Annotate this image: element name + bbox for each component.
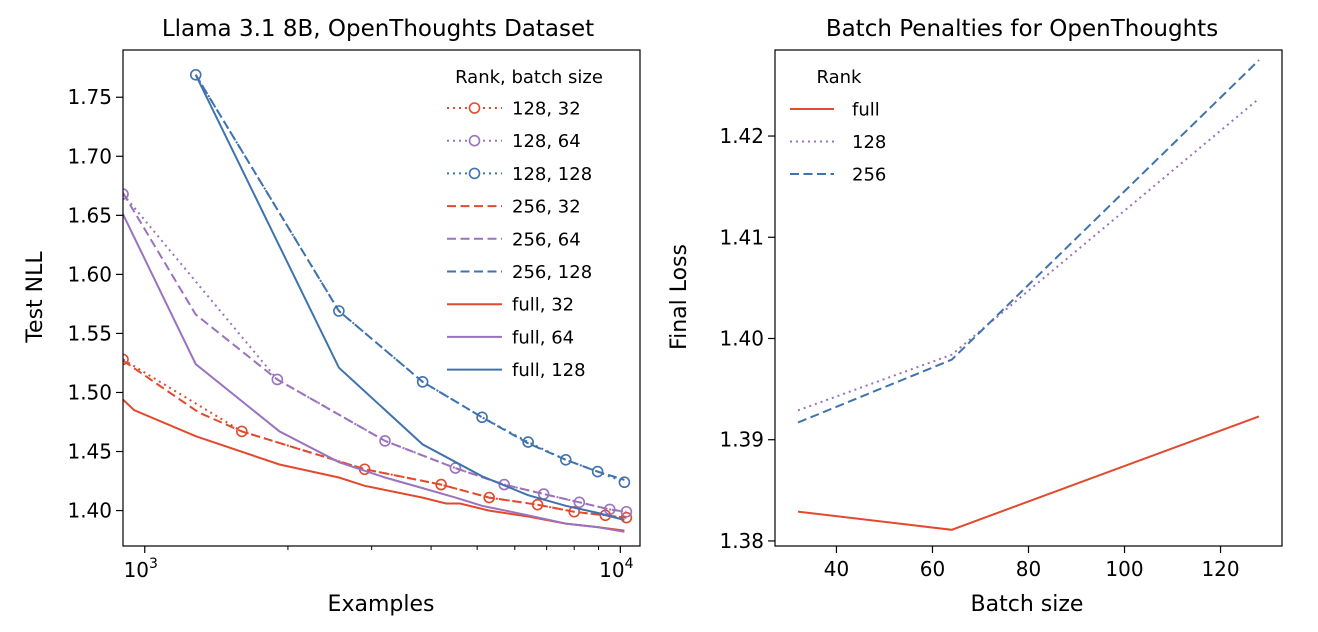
right-chart: Batch Penalties for OpenThoughts 40 60 80 1… — [667, 16, 1283, 617]
legend-marker — [468, 102, 481, 114]
data-point — [123, 353, 129, 366]
y-tick-label: 1.40 — [67, 499, 112, 523]
legend-marker — [468, 134, 481, 147]
legend-label: full, 128 — [512, 360, 586, 381]
left-chart-series — [123, 69, 633, 533]
series-line-256 — [797, 59, 1260, 424]
y-tick-label: 1.39 — [719, 428, 764, 452]
data-point — [236, 425, 248, 438]
y-tick-label: 1.55 — [67, 321, 112, 345]
right-chart-series — [797, 59, 1260, 531]
y-tick-label: 1.40 — [719, 326, 764, 350]
x-tick-label: 60 — [920, 557, 945, 581]
legend-label: 256 — [852, 165, 886, 186]
legend-label: full — [852, 100, 880, 121]
left-chart: Llama 3.1 8B, OpenThoughts Dataset 103 10… — [23, 16, 641, 617]
legend-label: full, 32 — [512, 295, 574, 316]
x-tick-label-base: 10 — [124, 558, 149, 582]
x-tick-label: 100 — [1105, 557, 1143, 581]
legend-title: Rank — [817, 67, 863, 88]
legend-label: full, 64 — [512, 327, 574, 348]
y-tick-label: 1.65 — [67, 203, 112, 227]
y-tick-label: 1.70 — [67, 144, 112, 168]
legend-label: 256, 128 — [512, 262, 592, 283]
y-tick-label: 1.75 — [67, 85, 112, 109]
right-chart-x-axis-label: Batch size — [971, 592, 1084, 617]
legend-title: Rank, batch size — [455, 67, 603, 88]
right-chart-frame — [774, 49, 1283, 547]
x-tick-label: 80 — [1016, 557, 1041, 581]
series-line-full-64 — [123, 213, 625, 533]
x-tick-label: 103 — [124, 556, 158, 582]
series-line-128-32 — [123, 358, 627, 519]
legend-label: 128, 64 — [512, 131, 581, 152]
data-point — [271, 373, 284, 386]
y-tick-label: 1.42 — [719, 124, 764, 148]
x-tick-label: 40 — [824, 557, 849, 581]
data-point — [498, 478, 511, 491]
data-point — [476, 411, 488, 424]
data-point — [573, 496, 586, 509]
left-chart-frame — [122, 49, 641, 547]
legend-label: 128, 128 — [512, 164, 592, 185]
x-tick-label: 104 — [599, 556, 633, 582]
left-chart-x-axis-label: Examples — [328, 592, 435, 617]
x-tick-label: 120 — [1201, 557, 1239, 581]
series-line-full — [797, 415, 1260, 531]
left-chart-y-axis-label: Test NLL — [23, 251, 48, 344]
x-tick-label-exponent: 3 — [149, 556, 158, 572]
x-tick-label-exponent: 4 — [625, 556, 634, 572]
y-tick-label: 1.45 — [67, 440, 112, 464]
x-tick-label-base: 10 — [599, 558, 624, 582]
legend-label: 256, 32 — [512, 197, 581, 218]
legend-label: 256, 64 — [512, 229, 581, 250]
right-chart-y-axis-label: Final Loss — [667, 244, 692, 350]
y-tick-label: 1.60 — [67, 262, 112, 286]
right-chart-plot-area: 40 60 80 100 120 1.38 1.39 1.40 1.41 1.42 — [719, 49, 1283, 581]
left-chart-title: Llama 3.1 8B, OpenThoughts Dataset — [162, 16, 594, 42]
y-tick-label: 1.38 — [719, 529, 764, 553]
y-tick-label: 1.50 — [67, 380, 112, 404]
y-tick-label: 1.41 — [719, 225, 764, 249]
legend-marker — [468, 167, 481, 180]
data-point — [591, 465, 604, 478]
legend-label: 128, 32 — [512, 99, 581, 120]
data-point — [416, 376, 429, 388]
series-line-full-128 — [194, 74, 625, 521]
right-chart-title: Batch Penalties for OpenThoughts — [826, 16, 1218, 42]
right-chart-legend: Rank full 128 256 — [790, 67, 886, 186]
series-line-256-64 — [123, 192, 627, 513]
series-line-256-32 — [123, 359, 627, 519]
data-point — [123, 188, 129, 200]
legend-label: 128 — [852, 132, 886, 153]
data-point — [333, 305, 345, 317]
data-point — [379, 435, 391, 447]
data-point — [522, 436, 534, 448]
data-point — [189, 69, 202, 81]
data-point — [618, 476, 631, 489]
series-line-full-32 — [123, 398, 625, 532]
series-line-128 — [797, 97, 1260, 412]
left-chart-legend: Rank, batch size 128, 32 128, 64 128, 128 25… — [447, 67, 603, 381]
data-point — [559, 453, 572, 466]
